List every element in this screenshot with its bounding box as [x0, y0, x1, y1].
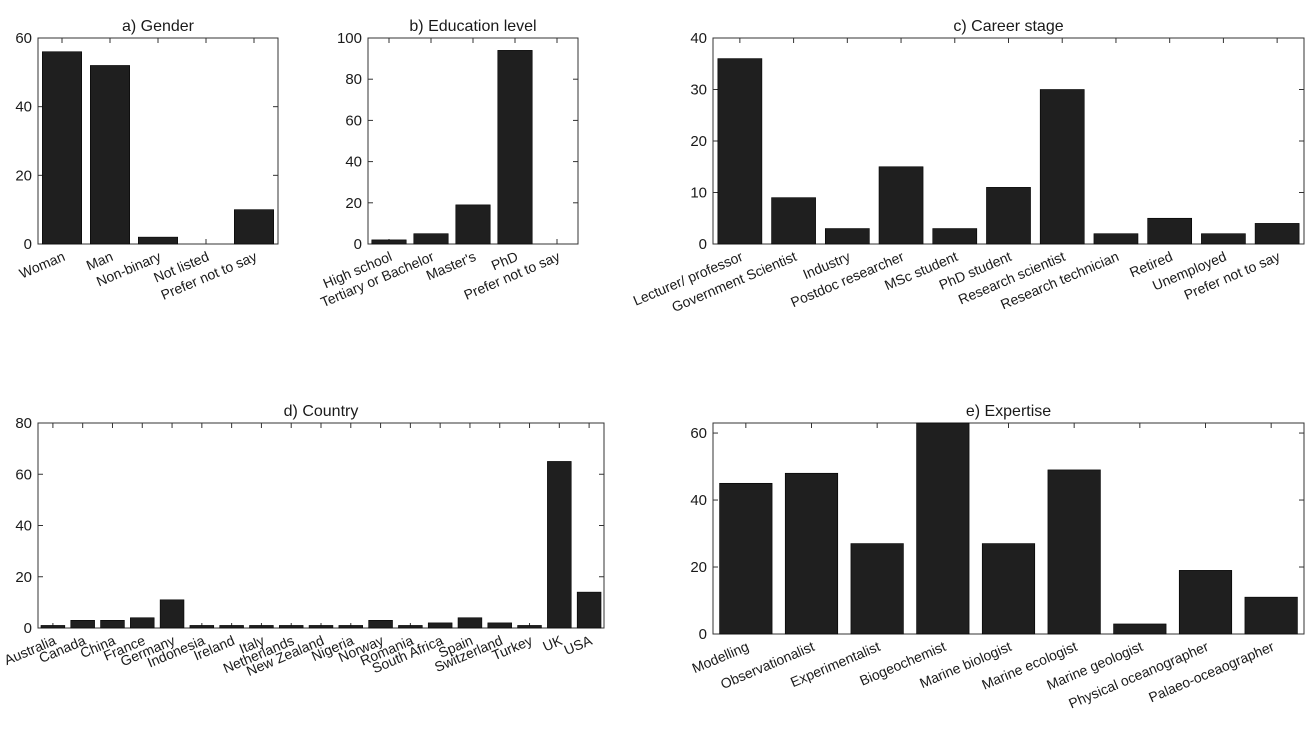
bar-physical-oceanographer	[1178, 570, 1233, 635]
y-tick-label: 20	[15, 569, 32, 586]
y-tick-label: 20	[690, 133, 707, 150]
chart-title: a) Gender	[122, 18, 195, 35]
bar-phd	[497, 50, 533, 245]
bar-industry	[824, 228, 870, 245]
bar-turkey	[517, 625, 542, 629]
bar-china	[100, 620, 125, 629]
bar-experimentalist	[850, 543, 904, 635]
y-tick-label: 10	[690, 185, 707, 202]
bar-prefer-not-to-say	[1254, 223, 1300, 245]
bar-italy	[249, 625, 274, 629]
y-tick-label: 60	[15, 466, 32, 483]
chart-title: c) Career stage	[953, 18, 1063, 35]
bar-research-scientist	[1039, 89, 1085, 245]
y-tick-label: 80	[345, 71, 362, 88]
bar-woman	[42, 51, 82, 245]
bar-spain	[457, 617, 483, 629]
y-tick-label: 0	[24, 620, 32, 637]
y-tick-label: 100	[337, 30, 362, 47]
bar-high-school	[371, 239, 407, 245]
bar-germany	[159, 599, 185, 629]
y-tick-label: 60	[690, 425, 707, 442]
axes-frame	[37, 422, 605, 629]
chart-title: d) Country	[284, 403, 359, 420]
chart-title: b) Education level	[409, 18, 536, 35]
y-tick-label: 0	[699, 626, 707, 643]
bar-norway	[368, 620, 393, 629]
y-tick-label: 60	[15, 30, 32, 47]
bar-switzerland	[487, 622, 512, 629]
bar-research-technician	[1093, 233, 1139, 245]
y-tick-label: 40	[345, 154, 362, 171]
y-tick-label: 20	[15, 167, 32, 184]
bar-nigeria	[338, 625, 364, 629]
bar-lecturer-professor	[717, 58, 763, 245]
bar-master-s	[455, 204, 491, 245]
bar-observationalist	[784, 472, 839, 635]
y-tick-label: 20	[690, 559, 707, 576]
y-tick-label: 0	[354, 236, 362, 253]
bar-france	[130, 617, 155, 629]
bar-government-scientist	[771, 197, 816, 245]
y-tick-label: 80	[15, 415, 32, 432]
bar-msc-student	[932, 228, 978, 245]
y-tick-label: 20	[345, 195, 362, 212]
y-tick-label: 30	[690, 82, 707, 99]
bar-marine-ecologist	[1047, 469, 1101, 635]
bar-non-binary	[138, 236, 178, 245]
bar-tertiary-or-bachelor	[413, 233, 449, 245]
bar-retired	[1147, 217, 1193, 245]
bar-new-zealand	[308, 625, 334, 629]
bar-canada	[70, 620, 95, 629]
bar-marine-geologist	[1113, 623, 1167, 635]
bar-romania	[398, 625, 423, 629]
y-tick-label: 0	[699, 236, 707, 253]
bar-biogeochemist	[916, 422, 970, 635]
bar-netherlands	[278, 625, 304, 629]
x-tick-label: Woman	[17, 248, 67, 281]
bar-usa	[576, 591, 602, 629]
y-tick-label: 40	[690, 30, 707, 47]
y-tick-label: 0	[24, 236, 32, 253]
bar-modelling	[719, 482, 773, 635]
chart-title: e) Expertise	[966, 403, 1051, 420]
x-tick-label: UK	[540, 632, 565, 655]
bar-phd-student	[986, 187, 1031, 245]
bar-postdoc-researcher	[878, 166, 924, 245]
y-tick-label: 40	[15, 518, 32, 535]
bar-indonesia	[189, 625, 215, 629]
bar-unemployed	[1201, 233, 1246, 245]
bar-south-africa	[427, 622, 453, 629]
bar-prefer-not-to-say	[234, 209, 274, 245]
y-tick-label: 60	[345, 112, 362, 129]
panel-4: d) Country020406080AustraliaCanadaChinaF…	[2, 403, 605, 679]
bar-marine-biologist	[981, 543, 1036, 635]
bar-australia	[40, 625, 66, 629]
bar-palaeo-oceaographer	[1244, 596, 1298, 635]
bar-ireland	[219, 625, 244, 629]
y-tick-label: 40	[15, 99, 32, 116]
y-tick-label: 40	[690, 492, 707, 509]
x-tick-label: USA	[562, 632, 595, 658]
panel-5: e) Expertise0204060ModellingObservationa…	[690, 403, 1305, 711]
bar-man	[90, 65, 130, 245]
bar-uk	[547, 461, 572, 629]
